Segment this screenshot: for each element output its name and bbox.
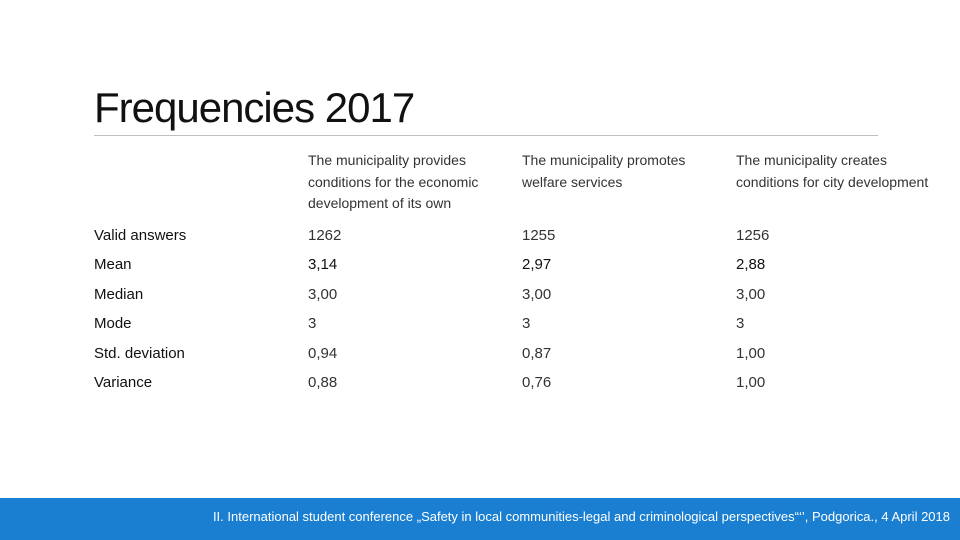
table-row-median: Median 3,00 3,00 3,00 [94,280,948,310]
table-cell: 0,87 [522,344,552,362]
table-row-variance: Variance 0,88 0,76 1,00 [94,368,948,398]
table-cell: 1,00 [736,374,766,391]
footer-conference-text: II. International student conference „Sa… [212,509,950,524]
table-cell: 1255 [522,226,556,244]
footer-bar: II. International student conference „Sa… [0,498,960,540]
table-cell: 3,00 [522,285,552,303]
table-cell: 2,97 [522,256,552,273]
table-cell: 3,00 [308,285,338,303]
table-row-mode: Mode 3 3 3 [94,309,948,339]
row-label: Valid answers [94,226,187,244]
table-cell: 1,00 [736,344,766,362]
table-cell: 3,14 [308,256,338,273]
title-divider [94,135,878,136]
row-label: Variance [94,374,153,391]
table-cell: 3 [308,315,317,332]
row-label: Mode [94,315,132,332]
table-cell: 3,00 [736,285,766,303]
table-cell: 0,88 [308,374,338,391]
frequencies-table: The municipality provides conditions for… [94,148,948,398]
row-label: Std. deviation [94,344,185,362]
row-label: Mean [94,256,132,273]
table-header-city-development: The municipality creates conditions for … [736,152,929,190]
table-header-row: The municipality provides conditions for… [94,148,948,221]
table-row-mean: Mean 3,14 2,97 2,88 [94,250,948,280]
table-cell: 1256 [736,226,770,244]
table-header-empty [94,148,308,221]
table-cell: 0,94 [308,344,338,362]
table-cell: 0,76 [522,374,552,391]
row-label: Median [94,285,144,303]
table-row-valid-answers: Valid answers 1262 1255 1256 [94,221,948,251]
table-row-std-deviation: Std. deviation 0,94 0,87 1,00 [94,339,948,369]
table-header-welfare-services: The municipality promotes welfare servic… [522,152,686,190]
table-cell: 1262 [308,226,342,244]
table-cell: 2,88 [736,256,766,273]
table-cell: 3 [522,315,531,332]
table-header-economic-development: The municipality provides conditions for… [308,152,479,211]
page-title: Frequencies 2017 [94,84,415,131]
table-cell: 3 [736,315,745,332]
